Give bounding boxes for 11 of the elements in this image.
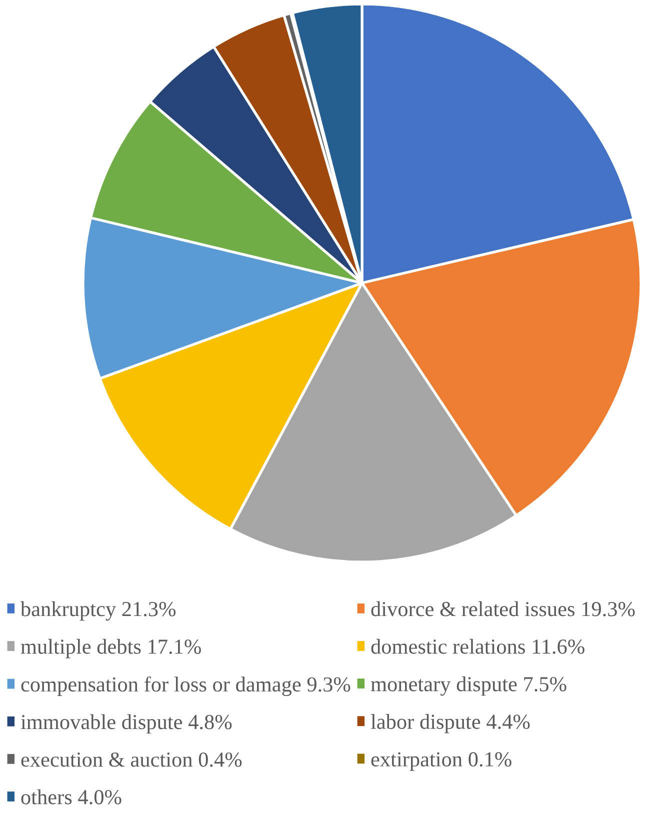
- legend-label: immovable dispute 4.8%: [20, 714, 232, 734]
- legend-label: domestic relations 11.6%: [371, 638, 584, 654]
- legend-label: bankruptcy 21.3%: [20, 601, 176, 621]
- legend-label: divorce & related issues 19.3%: [371, 601, 635, 616]
- legend-label: others 4.0%: [21, 789, 122, 804]
- legend-label: execution & auction 0.4%: [21, 752, 242, 767]
- legend-label: labor dispute 4.4%: [370, 714, 530, 734]
- legend-label: multiple debts 17.1%: [20, 638, 201, 658]
- legend-label: extirpation 0.1%: [371, 752, 512, 771]
- legend-label: compensation for loss or damage 9.3%: [21, 676, 350, 696]
- legend-label: monetary dispute 7.5%: [370, 676, 566, 696]
